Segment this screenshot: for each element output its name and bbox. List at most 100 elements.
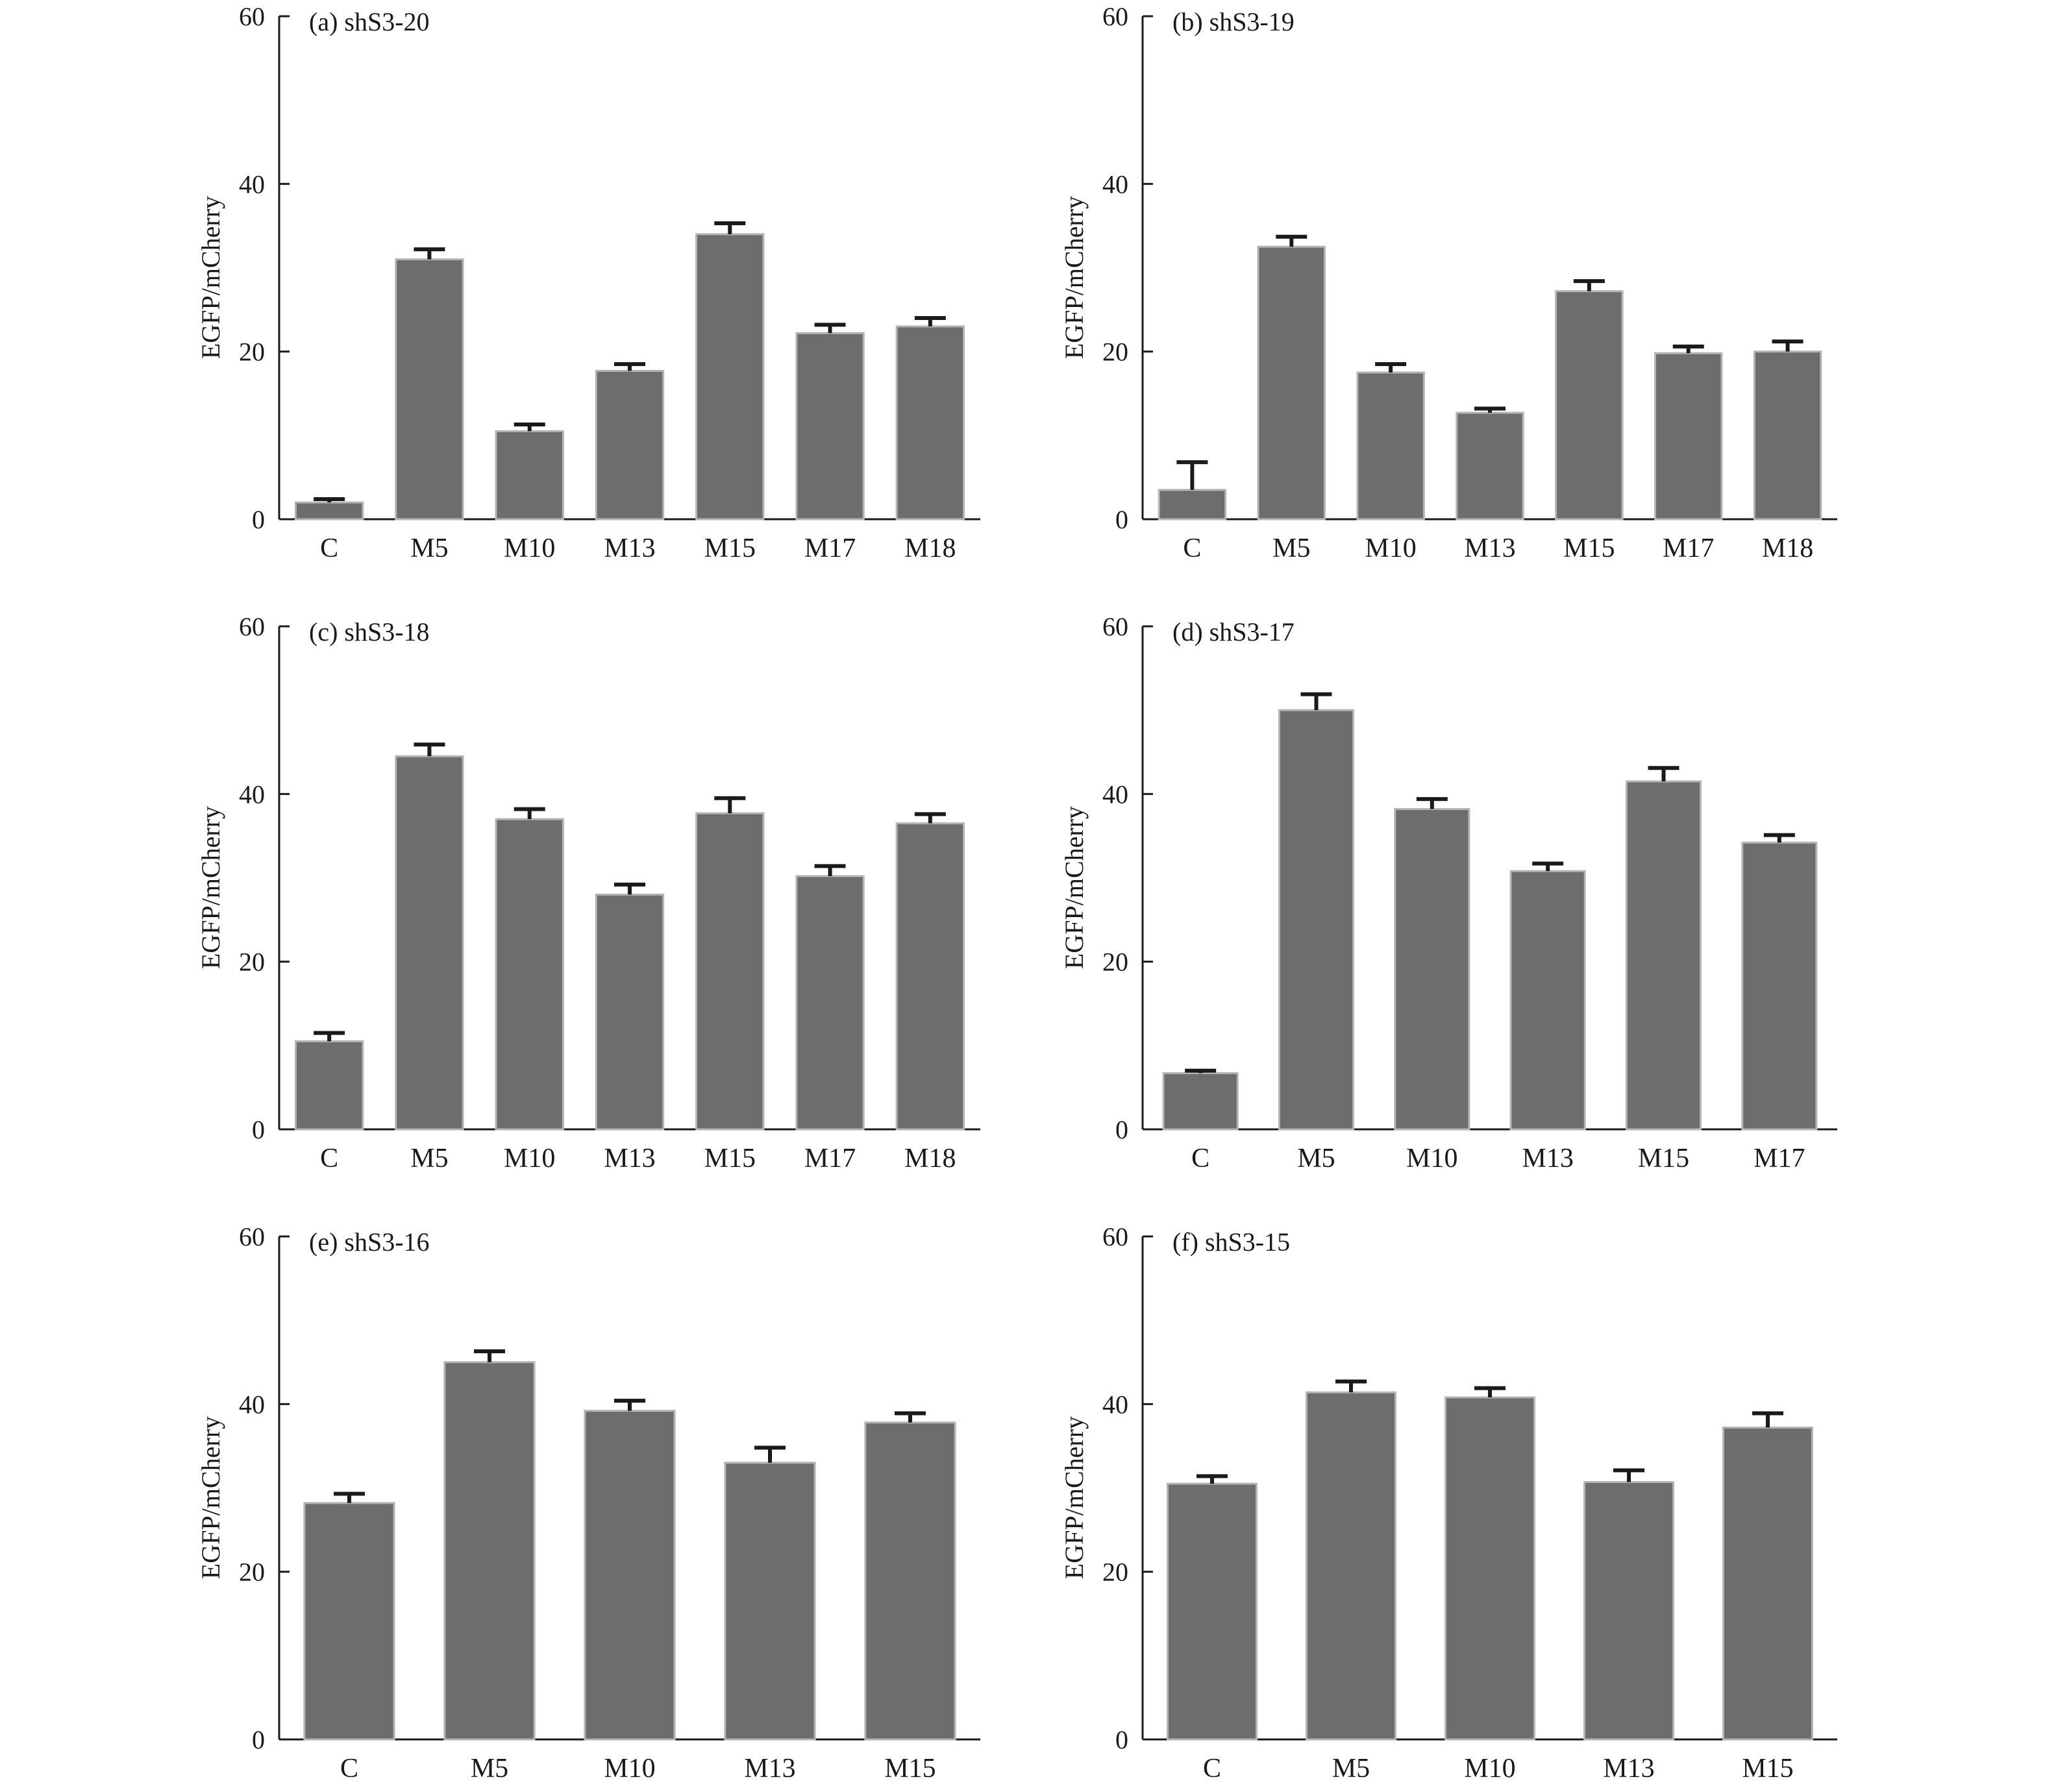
x-tick-label: M10 <box>504 534 555 563</box>
bar-m18 <box>1753 350 1822 521</box>
y-tick-label: 60 <box>239 612 265 641</box>
x-tick-label: M5 <box>471 1754 508 1784</box>
bar-m13 <box>1509 870 1586 1131</box>
y-tick-label: 0 <box>252 1115 265 1144</box>
x-tick-label: M5 <box>410 1144 448 1173</box>
panel-title: (b) shS3-19 <box>1172 7 1295 36</box>
x-tick-label: M10 <box>1464 1754 1515 1784</box>
bar-m10 <box>1444 1396 1535 1741</box>
x-tick-label: M18 <box>904 534 956 563</box>
x-tick-label: C <box>1191 1144 1209 1173</box>
y-tick-label: 0 <box>1115 1115 1128 1144</box>
x-tick-label: M10 <box>504 1144 555 1173</box>
x-tick-label: M13 <box>744 1754 795 1784</box>
x-tick-label: M15 <box>704 1144 756 1173</box>
y-tick-label: 60 <box>239 2 265 31</box>
x-tick-label: M10 <box>1406 1144 1457 1173</box>
y-tick-label: 0 <box>1115 505 1128 534</box>
x-tick-label: M15 <box>1563 534 1615 563</box>
bar-m13 <box>595 369 665 521</box>
bar-m18 <box>895 822 965 1131</box>
y-tick-label: 20 <box>1102 1558 1128 1587</box>
x-tick-label: M13 <box>1603 1754 1654 1784</box>
bar-c <box>303 1502 395 1741</box>
y-tick-label: 60 <box>1102 612 1128 641</box>
y-tick-label: 20 <box>1102 338 1128 367</box>
x-tick-label: C <box>1203 1754 1221 1784</box>
bar-m13 <box>1583 1480 1674 1741</box>
chart-panel-5: 0 20 40 60 (e) shS3-16 EGFP/mCherry C M5 M10 M13 M… <box>196 1222 980 1784</box>
y-axis-label: EGFP/mCherry <box>196 1416 225 1579</box>
panel-title: (e) shS3-16 <box>309 1227 430 1257</box>
bar-m5 <box>1306 1391 1396 1741</box>
panel-title: (a) shS3-20 <box>309 7 430 36</box>
bar-m17 <box>1741 841 1818 1131</box>
y-axis-label: EGFP/mCherry <box>1060 1416 1089 1579</box>
y-tick-label: 0 <box>252 1725 265 1754</box>
panel-title: (c) shS3-18 <box>309 617 430 646</box>
chart-panel-2: 0 20 40 60 (b) shS3-19 EGFP/mCherry C M5 M10 M13 M… <box>1060 2 1837 563</box>
bar-m15 <box>1555 290 1624 521</box>
x-tick-label: M15 <box>1742 1754 1793 1784</box>
y-tick-label: 60 <box>1102 1222 1128 1251</box>
x-tick-label: M13 <box>604 1144 655 1173</box>
x-tick-label: M5 <box>410 534 448 563</box>
y-tick-label: 20 <box>239 1558 265 1587</box>
y-tick-label: 40 <box>1102 169 1128 199</box>
x-tick-label: M15 <box>704 534 756 563</box>
x-tick-label: M17 <box>1754 1144 1805 1173</box>
bar-m10 <box>495 818 564 1131</box>
y-axis-label: EGFP/mCherry <box>196 806 225 969</box>
panel-title: (f) shS3-15 <box>1172 1227 1290 1257</box>
x-tick-label: M15 <box>1638 1144 1689 1173</box>
x-tick-label: M17 <box>804 534 856 563</box>
y-tick-label: 0 <box>1115 1725 1128 1754</box>
bar-m5 <box>1278 709 1355 1131</box>
x-tick-label: C <box>320 1144 338 1173</box>
x-tick-label: M15 <box>884 1754 936 1784</box>
x-tick-label: C <box>1183 534 1201 563</box>
bar-m17 <box>795 332 865 521</box>
x-tick-label: C <box>340 1754 358 1784</box>
bar-m5 <box>395 755 464 1131</box>
bar-m15 <box>1625 780 1702 1131</box>
chart-panel-4: 0 20 40 60 (d) shS3-17 EGFP/mCherry C M5 M10 M13 M… <box>1060 612 1837 1173</box>
bar-c <box>294 1040 364 1131</box>
bar-m5 <box>395 258 464 521</box>
y-tick-label: 40 <box>1102 779 1128 809</box>
x-tick-label: M13 <box>1464 534 1515 563</box>
x-tick-label: C <box>320 534 338 563</box>
bar-m5 <box>443 1361 536 1741</box>
x-tick-label: M13 <box>1522 1144 1573 1173</box>
x-tick-label: M13 <box>604 534 655 563</box>
bar-c <box>1162 1072 1239 1131</box>
y-tick-label: 20 <box>1102 948 1128 977</box>
bar-c <box>294 501 364 521</box>
bar-c <box>1158 489 1227 521</box>
x-tick-label: M5 <box>1272 534 1310 563</box>
y-tick-label: 40 <box>1102 1390 1128 1419</box>
bar-m13 <box>724 1462 816 1741</box>
x-tick-label: M17 <box>1663 534 1714 563</box>
bar-m17 <box>1654 352 1723 521</box>
y-tick-label: 20 <box>239 338 265 367</box>
y-tick-label: 60 <box>239 1222 265 1251</box>
x-tick-label: M10 <box>1365 534 1416 563</box>
x-tick-label: M18 <box>1762 534 1813 563</box>
panel-title: (d) shS3-17 <box>1172 617 1295 646</box>
y-tick-label: 0 <box>252 505 265 534</box>
bar-m10 <box>1394 808 1470 1131</box>
chart-panel-1: 0 20 40 60 (a) shS3-20 EGFP/mCherry C M5 M10 M13 M… <box>196 2 980 563</box>
y-tick-label: 60 <box>1102 2 1128 31</box>
x-tick-label: M10 <box>604 1754 655 1784</box>
bar-m13 <box>1456 411 1524 521</box>
x-tick-label: M18 <box>904 1144 956 1173</box>
x-tick-label: M5 <box>1332 1754 1370 1784</box>
y-axis-label: EGFP/mCherry <box>1060 196 1089 359</box>
chart-panel-3: 0 20 40 60 (c) shS3-18 EGFP/mCherry C M5 M10 M13 M… <box>196 612 980 1173</box>
y-axis-label: EGFP/mCherry <box>196 196 225 359</box>
bar-m18 <box>895 325 965 521</box>
bar-m15 <box>695 812 765 1131</box>
bar-m17 <box>795 875 865 1131</box>
bar-m15 <box>864 1421 956 1741</box>
